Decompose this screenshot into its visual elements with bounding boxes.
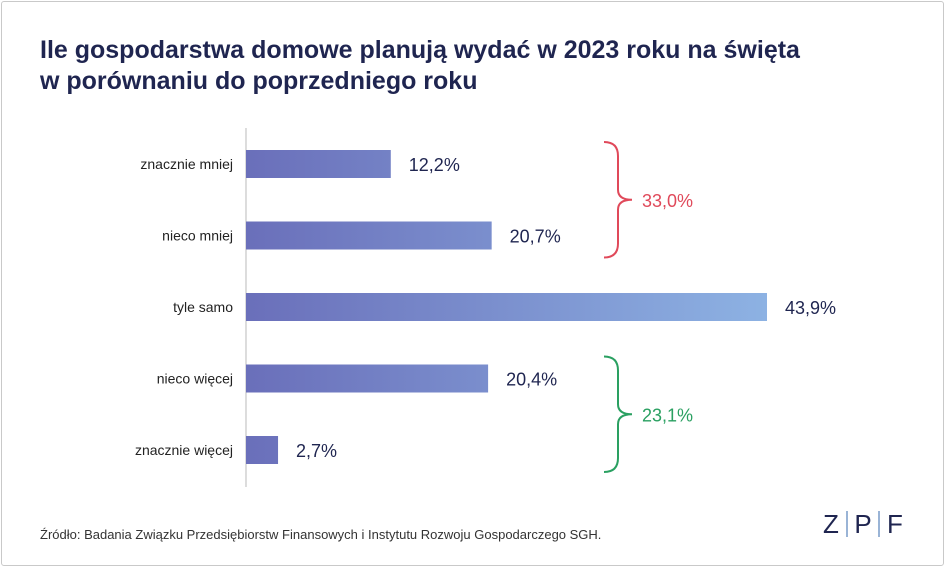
group-total-label: 23,1% [642, 405, 693, 425]
group-brace [603, 141, 633, 259]
bar [246, 364, 489, 393]
bar [246, 150, 391, 178]
source-note: Źródło: Badania Związku Przedsiębiorstw … [40, 527, 602, 542]
logo-divider [846, 511, 848, 537]
title-line-1: Ile gospodarstwa domowe planują wydać w … [40, 36, 800, 64]
bar [246, 221, 492, 250]
logo-letter-f: F [887, 508, 903, 539]
logo-letter-z: Z [823, 508, 839, 539]
bar-value-label: 12,2% [409, 155, 460, 175]
bar [246, 436, 279, 464]
bar-value-label: 2,7% [296, 441, 337, 461]
zpf-logo: Z P F [820, 507, 920, 541]
bar [246, 293, 767, 321]
category-label: znacznie więcej [135, 442, 233, 458]
bar-value-label: 20,4% [506, 370, 557, 390]
category-label: znacznie mniej [140, 156, 233, 172]
category-label: nieco więcej [157, 371, 233, 387]
logo-divider [878, 511, 880, 537]
category-label: tyle samo [173, 299, 233, 315]
bar-value-label: 43,9% [785, 298, 836, 318]
chart-title: Ile gospodarstwa domowe planują wydać w … [40, 35, 900, 97]
bar-value-label: 20,7% [510, 227, 561, 247]
logo-letter-p: P [854, 508, 872, 539]
group-total-label: 33,0% [642, 191, 693, 211]
category-label: nieco mniej [162, 228, 233, 244]
title-line-2: w porównaniu do poprzedniego roku [40, 67, 478, 95]
group-brace [603, 355, 633, 473]
